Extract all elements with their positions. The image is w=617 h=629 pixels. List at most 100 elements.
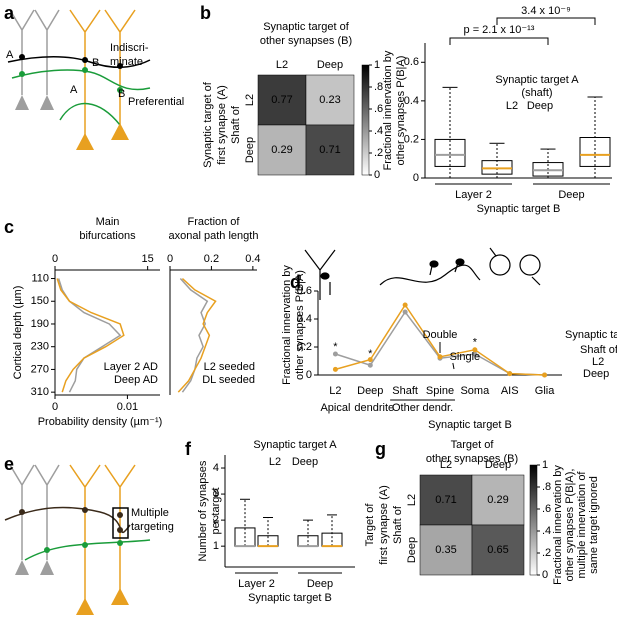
legend-entry: Deep — [583, 368, 609, 380]
diagram-text: minate — [110, 56, 143, 68]
panel-label: e — [4, 454, 14, 474]
subplot-title: axonal path length — [169, 230, 259, 242]
y-axis-label: first synapse (A) — [378, 485, 390, 564]
point — [437, 354, 443, 360]
heatmap-title: other synapses (B) — [260, 35, 352, 47]
cell-value: 0.71 — [435, 494, 456, 506]
legend-entry: L2 seeded — [204, 361, 255, 373]
x-tick-label: Shaft — [392, 385, 418, 397]
colorbar-tick-label: .2 — [542, 547, 551, 559]
diagram-a — [7, 9, 151, 135]
heatmap-cell — [257, 124, 307, 176]
y-tick-label: 0.2 — [297, 341, 312, 353]
colorbar-tick-label: 0 — [542, 569, 548, 581]
series-line — [57, 278, 122, 393]
colorbar — [529, 464, 538, 576]
point — [367, 362, 373, 368]
y-tick-label: 4 — [213, 462, 219, 474]
y-axis-label: other synapses P(B|A) — [294, 270, 306, 380]
panel-label: d — [290, 272, 301, 292]
y-tick-label: 0 — [306, 369, 312, 381]
legend-title: Synaptic target (A): — [565, 329, 617, 341]
point — [507, 371, 513, 377]
y-tick-label: 110 — [31, 272, 49, 284]
colorbar-label: other synapses P(B|A), — [564, 469, 576, 582]
diagram-text: Preferential — [128, 96, 184, 108]
diagram-text: Indiscri- — [110, 42, 149, 54]
group-label: Other dendr. — [392, 402, 453, 414]
y-tick-label: 150 — [31, 295, 49, 307]
column-label: Deep — [317, 59, 343, 71]
row-label: L2 — [406, 494, 418, 506]
subplot-title: Main — [96, 216, 120, 228]
colorbar-tick-label: .8 — [374, 81, 383, 93]
point — [402, 309, 408, 315]
point — [472, 347, 478, 353]
group-label: Apical — [320, 402, 350, 414]
y-tick-label: 0.6 — [404, 56, 419, 68]
y-tick-label: 1 — [213, 540, 219, 552]
box — [579, 137, 611, 167]
subplot-title: Fraction of — [188, 216, 241, 228]
legend-title: Synaptic target A — [495, 74, 579, 86]
annotation: Double — [423, 329, 458, 341]
series-line — [177, 277, 217, 393]
colorbar-tick-label: .6 — [374, 103, 383, 115]
row-label: L2 — [244, 94, 256, 106]
y-tick-label: 270 — [31, 363, 49, 375]
bracket — [496, 17, 596, 25]
x-axis-label: Synaptic target B — [477, 203, 561, 215]
legend-title: Synaptic target A — [253, 439, 337, 451]
colorbar — [361, 64, 370, 176]
y-axis-label: other synapses P(B|A) — [395, 56, 407, 166]
series-line — [56, 278, 125, 393]
legend-entry: L2 — [269, 456, 281, 468]
panel-label: f — [185, 439, 192, 459]
y-tick-label: 2 — [213, 514, 219, 526]
y-axis-label: Cortical depth (µm) — [12, 286, 24, 380]
y-axis-label: Fractional innervation by — [382, 50, 394, 170]
column-label: L2 — [440, 459, 452, 471]
heatmap-cell — [419, 524, 473, 576]
heatmap-cell — [471, 524, 525, 576]
diagram-text: A — [6, 49, 14, 61]
x-axis-label: Synaptic target B — [248, 592, 332, 604]
y-tick-label: 0.4 — [297, 313, 312, 325]
point — [332, 366, 338, 372]
legend-entry: DL seeded — [202, 374, 255, 386]
x-axis-label: Probability density (µm⁻¹) — [38, 416, 163, 428]
panel-label: c — [4, 217, 14, 237]
legend-entry: L2 — [592, 356, 604, 368]
y-axis-label: Shaft of — [230, 105, 242, 144]
colorbar-tick-label: .2 — [374, 147, 383, 159]
heatmap-cell — [471, 474, 525, 526]
cell-value: 0.29 — [271, 144, 292, 156]
x-tick-label: 0 — [52, 401, 58, 413]
heatmap-cell — [257, 74, 307, 126]
colorbar-tick-label: .4 — [542, 525, 551, 537]
heatmap-cell — [419, 474, 473, 526]
heatmap-title: Synaptic target of — [263, 21, 350, 33]
x-tick-label: L2 — [329, 385, 341, 397]
point — [332, 351, 338, 357]
arrow — [452, 362, 455, 370]
y-tick-label: 310 — [31, 386, 49, 398]
bracket — [449, 37, 549, 45]
y-tick-label: 0.2 — [404, 133, 419, 145]
panel-label: b — [200, 3, 211, 23]
colorbar-label: Fractional innervation by — [552, 465, 564, 585]
x-tick-label: 0.4 — [245, 253, 260, 265]
x-tick-label: Deep — [558, 189, 584, 201]
colorbar-tick-label: .4 — [374, 125, 383, 137]
x-tick-label: Layer 2 — [455, 189, 492, 201]
cell-value: 0.77 — [271, 94, 292, 106]
significance: * — [473, 337, 478, 349]
colorbar-label: same target ignored — [588, 476, 600, 574]
legend-entry: Layer 2 AD — [104, 361, 158, 373]
x-tick-label: 0.01 — [117, 401, 138, 413]
colorbar-label: multiple innervation of — [576, 471, 588, 579]
point — [402, 302, 408, 308]
heatmap-title: other synapses (B) — [426, 453, 518, 465]
x2-tick-label: 0 — [52, 253, 58, 265]
